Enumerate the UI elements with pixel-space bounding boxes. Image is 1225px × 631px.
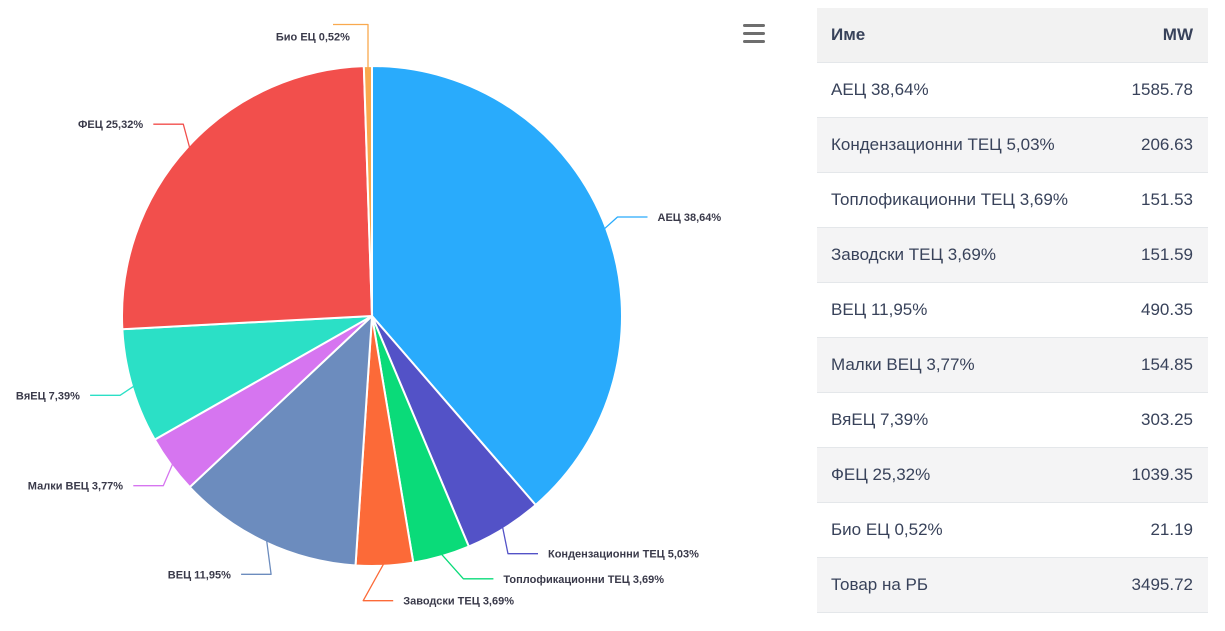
svg-text:Малки ВЕЦ 3,77%: Малки ВЕЦ 3,77% [28, 481, 124, 493]
svg-text:АЕЦ 38,64%: АЕЦ 38,64% [658, 212, 722, 224]
svg-text:Заводски ТЕЦ 3,69%: Заводски ТЕЦ 3,69% [403, 596, 514, 608]
svg-text:Био ЕЦ 0,52%: Био ЕЦ 0,52% [276, 32, 350, 44]
svg-text:Топлофикационни ТЕЦ 3,69%: Топлофикационни ТЕЦ 3,69% [503, 574, 664, 586]
svg-text:ВяЕЦ 7,39%: ВяЕЦ 7,39% [16, 390, 80, 402]
svg-text:ВЕЦ 11,95%: ВЕЦ 11,95% [168, 569, 231, 581]
svg-text:Кондензационни ТЕЦ 5,03%: Кондензационни ТЕЦ 5,03% [548, 549, 699, 561]
svg-text:ФЕЦ 25,32%: ФЕЦ 25,32% [78, 119, 143, 131]
